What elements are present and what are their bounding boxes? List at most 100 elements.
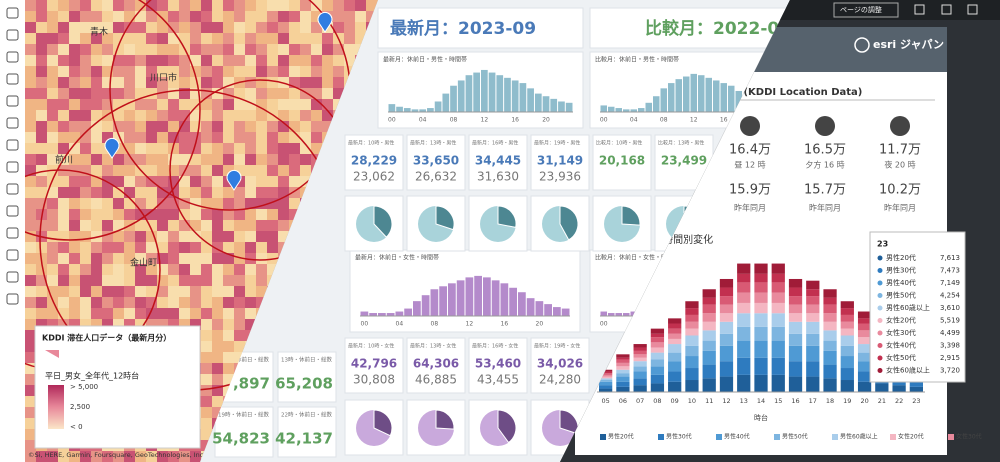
map-tile [267,88,278,99]
map-pin[interactable] [104,137,120,159]
bar-segment [737,313,751,327]
map-tile [168,275,179,286]
map-tile [113,77,124,88]
map-tile [102,451,113,462]
map-tile [245,143,256,154]
map-tile [69,451,80,462]
bar-segment [650,337,665,343]
bar-segment [840,345,854,357]
bar-segment [685,301,699,309]
map-tile [36,154,47,165]
map-tile [113,88,124,99]
map-tile [146,451,157,462]
map-tile [113,11,124,22]
map-pin[interactable] [317,11,333,33]
map-tile [80,264,91,275]
map-tile [289,209,300,220]
map-tile [102,132,113,143]
map-tile [36,264,47,275]
map-tile [168,33,179,44]
map-tile [47,77,58,88]
tooltip-name: 女性40代 [886,341,916,350]
map-tile [135,121,146,132]
map-tile [322,66,333,77]
map-tile [146,22,157,33]
chart-label: 比較月：休前日・女性・時間帯 [595,254,679,262]
toolbar-icon[interactable] [914,4,925,15]
map-tile [201,55,212,66]
sidebar-icon[interactable] [6,205,19,217]
map-tile [69,55,80,66]
legend-swatch [45,350,59,358]
map-tile [135,308,146,319]
map-tile [234,297,245,308]
sidebar [0,0,25,462]
map-tile [36,242,47,253]
sidebar-icon[interactable] [6,139,19,151]
map-tile [102,198,113,209]
map-tile [267,165,278,176]
toolbar-icon[interactable] [967,4,978,15]
map-tile [245,242,256,253]
sidebar-icon[interactable] [6,51,19,63]
map-tile [91,77,102,88]
map-tile [36,308,47,319]
legend-entry: 男性50代 [782,433,808,441]
sidebar-icon[interactable] [6,29,19,41]
map-tile [223,286,234,297]
bar-segment [823,378,837,392]
map-tile [36,55,47,66]
sidebar-icon[interactable] [6,117,19,129]
map-tile [113,22,124,33]
sidebar-icon[interactable] [6,293,19,305]
map-tile [223,88,234,99]
toolbar-icon[interactable] [941,4,952,15]
map-tile [157,154,168,165]
map-tile [190,319,201,330]
sidebar-icon[interactable] [6,7,19,19]
map-pin[interactable] [226,169,242,191]
map-tile [135,154,146,165]
map-tile [113,231,124,242]
map-tile [212,44,223,55]
bar-segment [685,321,699,329]
bar-segment [633,354,647,358]
map-tile [190,187,201,198]
sidebar-icon[interactable] [6,161,19,173]
adjust-button[interactable] [833,2,899,18]
map-tile [311,33,322,44]
map-tile [234,165,245,176]
hist-bar [430,289,439,316]
map-tile [25,231,36,242]
map-tile [333,22,344,33]
map-tile [80,187,91,198]
hist-bar [488,72,496,112]
hist-bar [550,98,558,112]
bar-segment [754,292,768,303]
map-tile [223,264,234,275]
sidebar-icon[interactable] [6,183,19,195]
map-tile [311,0,322,11]
card-label: 最新月：10時・男性 [348,140,394,147]
bar-segment [823,313,837,322]
sidebar-icon[interactable] [6,271,19,283]
map-tile [91,209,102,220]
map-tile [245,66,256,77]
map-tile [267,22,278,33]
map-tile [278,198,289,209]
card-value: 28,229 [351,154,397,168]
sidebar-icon[interactable] [6,249,19,261]
sidebar-icon[interactable] [6,73,19,85]
map-tile [201,275,212,286]
map-tile [47,297,58,308]
map-tile [289,99,300,110]
bar-segment [685,345,699,357]
sidebar-icon[interactable] [6,227,19,239]
map-tile [256,0,267,11]
map-tile [25,121,36,132]
map-tile [124,121,135,132]
sidebar-icon[interactable] [6,95,19,107]
map-tile [190,110,201,121]
map-tile [245,286,256,297]
